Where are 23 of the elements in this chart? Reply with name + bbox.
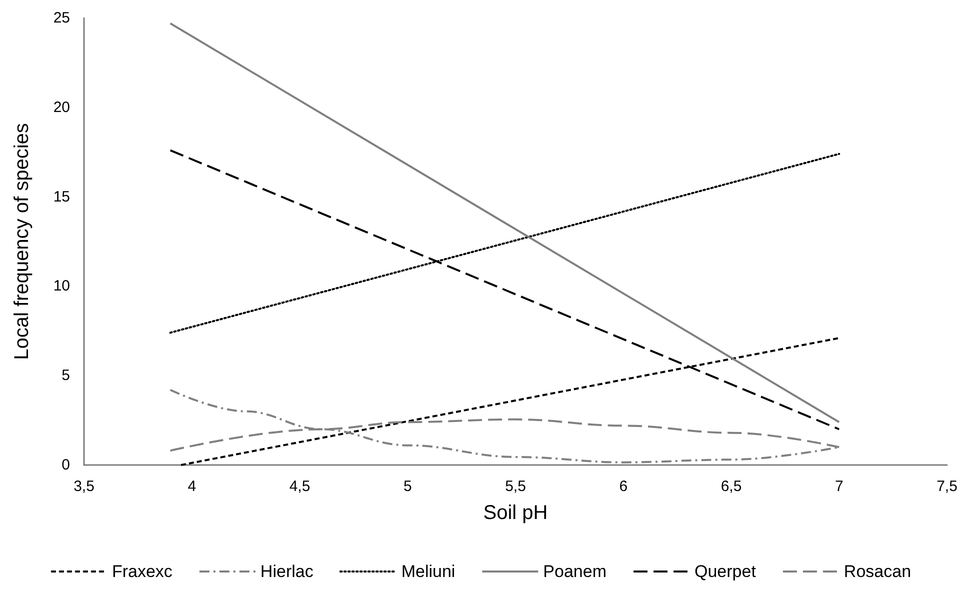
y-tick-label: 0 (62, 456, 70, 474)
y-tick-label: 5 (62, 367, 70, 384)
x-tick-label: 7,5 (936, 478, 958, 495)
x-tick-label: 6,5 (720, 478, 742, 495)
x-tick-label: 6 (619, 478, 628, 495)
x-tick-label: 7 (834, 478, 844, 495)
legend-label: Rosacan (844, 562, 912, 581)
legend-label: Hierlac (260, 562, 314, 581)
x-axis-title: Soil pH (483, 502, 548, 524)
legend-label: Meliuni (401, 562, 456, 581)
x-tick-label: 3,5 (74, 478, 94, 495)
y-tick-label: 15 (53, 188, 70, 206)
y-tick-label: 25 (53, 10, 70, 26)
x-tick-label: 4 (188, 478, 196, 495)
x-tick-label: 5,5 (505, 478, 526, 495)
y-axis-title: Local frequency of species (11, 123, 33, 360)
y-tick-label: 10 (53, 278, 70, 295)
x-tick-label: 5 (403, 478, 412, 495)
legend-label: Fraxexc (112, 562, 173, 581)
y-tick-label: 20 (53, 98, 70, 116)
legend-label: Poanem (543, 562, 607, 581)
legend-label: Querpet (694, 562, 756, 581)
x-tick-label: 4,5 (289, 478, 310, 495)
